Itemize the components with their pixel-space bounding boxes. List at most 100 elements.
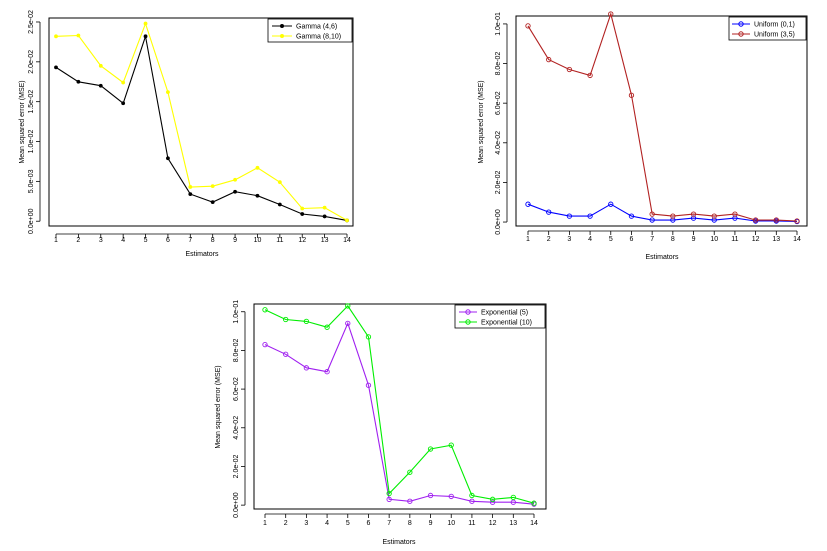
x-tick-label: 4	[588, 236, 592, 243]
data-point-exponential-5	[386, 496, 392, 502]
data-point-uniform-3-5	[587, 72, 593, 79]
x-tick-label: 12	[489, 520, 497, 527]
y-axis-label: Mean squared error (MSE)	[215, 365, 222, 448]
series-line-exponential-5	[264, 321, 535, 505]
y-tick-label: 0.0e+00	[233, 492, 240, 518]
y-tick-label: 0.0e+00	[28, 208, 35, 234]
data-point-exponential-5	[407, 498, 413, 504]
data-point-uniform-3-5	[525, 23, 531, 29]
y-tick-label: 4.0e-02	[233, 416, 240, 440]
data-point-exponential-10	[427, 446, 434, 452]
data-point-gamma-8-10	[277, 180, 282, 185]
y-axis-label: Mean squared error (MSE)	[478, 80, 485, 163]
y-tick-label: 8.0e-02	[233, 338, 240, 362]
data-point-uniform-3-5	[794, 218, 800, 224]
data-point-exponential-5	[448, 493, 454, 500]
data-point-gamma-4-6	[166, 156, 170, 161]
data-point-exponential-10	[407, 469, 413, 475]
data-point-gamma-4-6	[300, 212, 305, 216]
data-point-exponential-5	[303, 365, 310, 371]
x-tick-label: 8	[211, 237, 215, 244]
data-point-uniform-3-5	[566, 66, 573, 73]
x-tick-label: 11	[731, 236, 738, 243]
data-point-gamma-8-10	[255, 165, 260, 170]
legend: Exponential (5) Exponential (10)	[454, 304, 546, 329]
data-point-uniform-0-1	[587, 213, 593, 219]
y-tick-label: 1.0e-02	[28, 130, 35, 154]
data-point-gamma-4-6	[188, 192, 193, 197]
legend-label-gamma-4-6: Gamma (4,6)	[296, 24, 337, 31]
legend-label-exponential-5: Exponential (5)	[481, 310, 528, 317]
data-point-gamma-8-10	[233, 177, 237, 182]
data-point-gamma-8-10	[98, 63, 103, 68]
data-point-gamma-8-10	[166, 90, 170, 95]
legend-label-exponential-10: Exponential (10)	[481, 320, 532, 327]
x-tick-label: 1	[54, 237, 58, 244]
series-line-uniform-0-1	[527, 203, 798, 222]
data-point-exponential-10	[365, 334, 372, 340]
data-point-uniform-0-1	[566, 213, 573, 219]
data-point-exponential-10	[469, 492, 475, 499]
x-tick-label: 6	[630, 236, 634, 243]
y-tick-label: 2.5e-02	[28, 10, 35, 34]
data-point-exponential-5	[365, 382, 372, 388]
y-tick-label: 0.0e+00	[495, 209, 502, 235]
y-tick-label: 2.0e-02	[495, 170, 502, 194]
x-tick-label: 10	[447, 520, 455, 527]
y-tick-label: 6.0e-02	[233, 377, 240, 401]
data-point-exponential-5	[262, 341, 268, 348]
x-tick-label: 10	[710, 236, 718, 243]
data-point-gamma-4-6	[277, 202, 282, 207]
x-tick-label: 7	[650, 236, 654, 243]
data-point-gamma-8-10	[121, 80, 126, 85]
data-point-exponential-10	[262, 307, 268, 313]
x-tick-label: 9	[233, 237, 237, 244]
data-point-uniform-3-5	[546, 56, 552, 63]
data-point-uniform-3-5	[711, 213, 717, 219]
x-tick-label: 13	[509, 520, 517, 527]
x-tick-label: 7	[188, 237, 192, 244]
data-point-uniform-3-5	[608, 11, 614, 17]
legend-marker-uniform-3-5	[738, 31, 744, 37]
y-tick-label: 1.0e-01	[495, 12, 502, 36]
legend-marker-uniform-0-1	[738, 21, 744, 27]
x-tick-label: 2	[284, 520, 288, 527]
plot-frame	[253, 303, 547, 510]
data-point-exponential-5	[324, 369, 330, 375]
x-tick-label: 3	[99, 237, 103, 244]
data-point-gamma-8-10	[188, 185, 193, 189]
x-tick-label: 11	[276, 237, 283, 244]
x-tick-label: 13	[772, 236, 780, 243]
x-tick-label: 4	[325, 520, 329, 527]
data-point-gamma-8-10	[300, 206, 305, 211]
legend-label-gamma-8-10: Gamma (8,10)	[296, 34, 341, 41]
data-point-uniform-0-1	[546, 209, 552, 215]
x-axis-label: Estimators	[645, 254, 679, 261]
y-tick-label: 4.0e-02	[495, 131, 502, 155]
y-tick-label: 6.0e-02	[495, 91, 502, 115]
x-tick-label: 8	[408, 520, 412, 527]
plot-frame	[48, 17, 354, 227]
data-point-uniform-3-5	[773, 217, 779, 223]
data-point-uniform-3-5	[752, 217, 759, 223]
data-point-gamma-8-10	[210, 184, 215, 189]
data-point-uniform-0-1	[608, 201, 614, 207]
data-point-uniform-3-5	[649, 211, 655, 217]
x-tick-label: 3	[304, 520, 308, 527]
y-axis-label: Mean squared error (MSE)	[19, 80, 26, 163]
data-point-exponential-10	[345, 303, 351, 309]
data-point-exponential-5	[427, 492, 434, 499]
data-point-exponential-5	[283, 351, 289, 357]
data-point-exponential-10	[324, 324, 330, 330]
data-point-gamma-4-6	[143, 34, 148, 39]
data-point-exponential-10	[303, 318, 310, 325]
data-point-exponential-5	[469, 498, 475, 504]
x-tick-label: 6	[166, 237, 170, 244]
data-point-exponential-10	[386, 490, 392, 497]
y-tick-label: 1.5e-02	[28, 90, 35, 114]
series-line-gamma-4-6	[55, 36, 348, 221]
x-tick-label: 11	[468, 520, 475, 527]
x-tick-label: 2	[547, 236, 551, 243]
x-tick-label: 14	[343, 237, 351, 244]
